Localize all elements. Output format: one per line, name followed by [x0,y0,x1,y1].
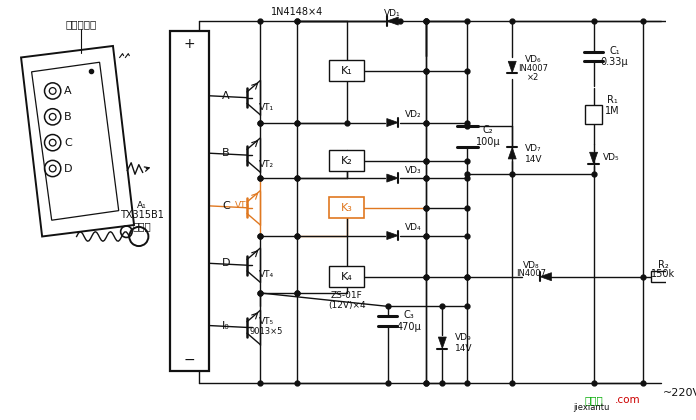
Text: VT₂: VT₂ [259,160,274,169]
Text: C₁
0.33μ: C₁ 0.33μ [601,46,628,67]
Text: ×2: ×2 [527,73,539,82]
Bar [329,266,364,287]
Bar [171,31,209,371]
Text: ~220V: ~220V [663,388,696,398]
Text: A: A [64,86,72,96]
Text: 150k: 150k [651,269,676,279]
Bar [329,60,364,81]
Text: IN4007: IN4007 [516,269,546,278]
Text: 1N4148×4: 1N4148×4 [271,8,323,18]
Text: D: D [64,163,72,173]
Text: K₁: K₁ [341,66,352,76]
Text: 发射指示灯: 发射指示灯 [65,19,97,29]
Text: IN4007: IN4007 [519,64,548,74]
Text: ZS-01F: ZS-01F [331,291,363,300]
Text: VD₅: VD₅ [603,153,619,163]
Text: B: B [222,148,230,158]
Text: VD₉: VD₉ [455,333,472,342]
Text: I₀: I₀ [222,320,230,331]
Text: VT₅: VT₅ [259,317,274,326]
Bar [329,150,364,171]
Text: VD₁: VD₁ [384,9,401,18]
Polygon shape [387,118,398,126]
Polygon shape [508,147,516,159]
Text: C₃
470μ: C₃ 470μ [397,310,421,331]
Text: A: A [222,91,230,101]
Text: .com: .com [615,395,641,405]
Polygon shape [590,152,598,164]
Bar [585,105,602,124]
Text: 接线图: 接线图 [584,395,603,405]
Text: jiexiantu: jiexiantu [574,403,610,412]
Polygon shape [438,337,446,349]
Text: 14V: 14V [525,155,542,164]
Polygon shape [540,273,551,281]
Text: VD₄: VD₄ [405,223,422,232]
Polygon shape [387,174,398,182]
Text: K₂: K₂ [341,156,352,166]
Text: 发射器: 发射器 [132,221,151,231]
Bar [329,197,364,218]
Text: B: B [64,112,72,122]
Text: VD₆: VD₆ [525,55,541,64]
Text: VD₇: VD₇ [525,144,541,153]
Text: D: D [222,258,230,268]
Text: VD₃: VD₃ [405,166,422,175]
Text: C: C [64,138,72,148]
Text: 9013×5: 9013×5 [249,327,283,336]
Text: R₁
1M: R₁ 1M [606,94,620,116]
Text: R₂: R₂ [658,260,669,270]
Bar [651,271,677,282]
Text: +: + [184,37,196,51]
Text: VT₄: VT₄ [259,270,274,279]
Polygon shape [387,231,398,239]
Text: C₂
100μ: C₂ 100μ [476,125,500,147]
Text: −: − [184,353,196,367]
Text: K₃: K₃ [340,203,352,213]
Text: (12V)×4: (12V)×4 [328,301,365,310]
Text: VD₂: VD₂ [405,110,422,119]
Polygon shape [387,17,398,25]
Text: VT₁: VT₁ [259,103,274,112]
Text: C: C [222,201,230,211]
Polygon shape [508,61,516,73]
Text: VD₈: VD₈ [523,261,539,270]
Text: VT₃: VT₃ [235,201,250,210]
Text: A₁: A₁ [137,201,147,210]
Text: 14V: 14V [454,344,472,353]
Text: K₄: K₄ [341,272,352,282]
Text: TX315B1: TX315B1 [120,210,164,220]
